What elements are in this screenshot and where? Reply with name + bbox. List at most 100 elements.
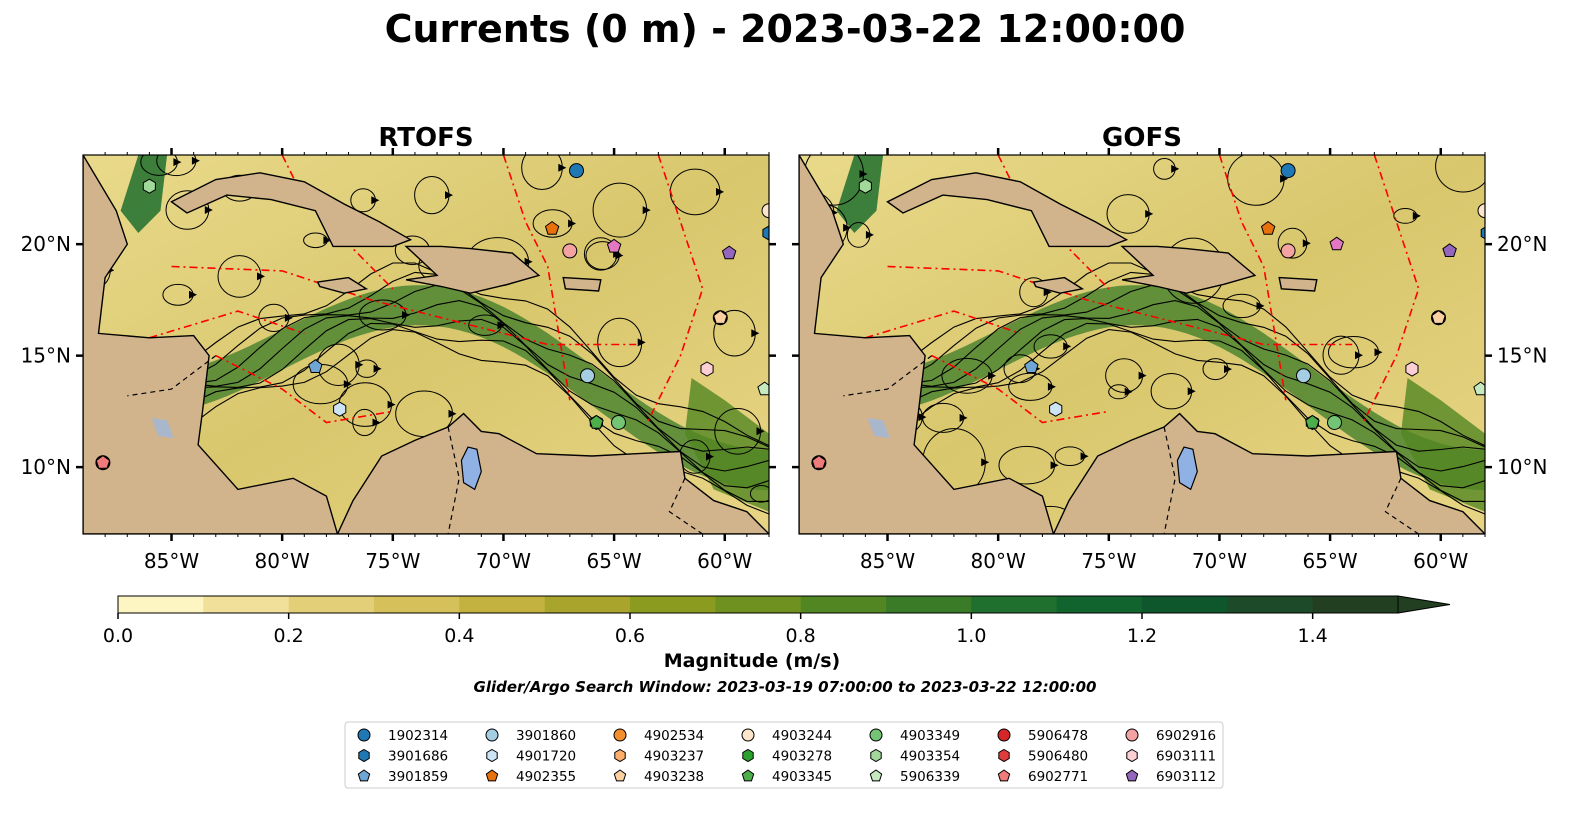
float-marker-4903244: [761, 203, 769, 219]
stream-arrow: [558, 163, 567, 172]
stream-arrow: [1047, 382, 1056, 391]
float-marker-5906339: [1473, 381, 1485, 396]
landmass: [316, 276, 369, 294]
lat-tick-label: 10°N: [21, 455, 71, 479]
stream-arrow: [859, 170, 868, 178]
streamline: [865, 318, 1485, 489]
stream-arrow: [1080, 452, 1089, 461]
legend-label: 5906478: [1028, 728, 1088, 744]
stream-arrow: [373, 364, 382, 373]
stream-arrow: [355, 360, 364, 369]
legend-marker-4902534: [613, 728, 627, 742]
float-marker-4901720: [1049, 401, 1063, 417]
legend-label: 3901859: [388, 769, 448, 785]
eez-line: [865, 310, 1021, 339]
search-window-text: Glider/Argo Search Window: 2023-03-19 07…: [474, 678, 1097, 696]
lat-tick-label: 10°N: [1497, 455, 1547, 479]
float-marker-4902355: [544, 220, 560, 235]
lat-tick-label: 20°N: [1497, 232, 1547, 256]
legend-label: 6903111: [1156, 749, 1216, 765]
legend-marker-3901686: [358, 748, 370, 763]
colorbar-segment: [630, 596, 716, 613]
stream-arrow: [918, 413, 927, 422]
stream-arrow: [959, 413, 968, 422]
legend-marker-4903244: [741, 728, 755, 742]
float-marker-4903349: [611, 415, 626, 430]
legend-marker-4903354: [870, 748, 882, 763]
stream-arrow: [387, 400, 396, 409]
stream-arrow: [768, 489, 769, 498]
float-marker-3901860: [1296, 368, 1311, 384]
country-border: [1384, 478, 1419, 534]
legend-marker-3901860: [485, 728, 499, 742]
float-marker-6903111: [1405, 361, 1419, 377]
axis-ticks-gofs: 85°W 80°W 75°W 70°W 65°W 60°W 20°N 15°N 10°N: [792, 148, 1547, 573]
colorbar-segment: [886, 596, 972, 613]
current-jet: [171, 285, 769, 491]
legend-label: 4901720: [516, 749, 576, 765]
landmass: [1052, 412, 1485, 534]
stream-arrow: [981, 458, 990, 467]
landmass: [336, 412, 769, 534]
legend-marker-4903238: [613, 769, 627, 782]
float-marker-4903238: [713, 310, 728, 324]
eez-line: [1218, 155, 1287, 401]
float-marker-6902916: [1280, 243, 1296, 259]
stream-arrow: [1487, 162, 1495, 170]
float-marker-4903349: [1327, 415, 1342, 430]
legend-marker-4903237: [614, 748, 626, 763]
colorbar-segment: [459, 596, 546, 613]
country-border: [668, 478, 703, 534]
stream-arrow: [988, 371, 997, 380]
eez-line: [931, 354, 1109, 424]
landmass: [1278, 276, 1318, 292]
panel-rtofs: RTOFS 85°W 80°W 75°W 70°W 65°W 60°W 20°N 15°N 10…: [21, 123, 776, 573]
legend-marker-4903349: [869, 728, 883, 742]
lon-tick-label: 75°W: [365, 549, 420, 573]
legend-marker-6903111: [1126, 748, 1138, 763]
colorbar-label: Magnitude (m/s): [664, 650, 841, 672]
float-marker-4903345: [589, 414, 604, 429]
stream-arrow: [1280, 174, 1289, 183]
stream-arrow: [642, 206, 651, 215]
stream-arrow: [323, 236, 332, 245]
land: [799, 155, 1485, 534]
colorbar-segment: [800, 596, 887, 613]
landmass: [799, 155, 1055, 534]
legend-label: 4903345: [772, 769, 832, 785]
float-marker-3901686: [1480, 226, 1485, 240]
stream-arrow: [1256, 301, 1265, 310]
lon-tick-label: 75°W: [1081, 549, 1136, 573]
legend-marker-4901720: [486, 748, 498, 763]
country-border: [127, 355, 217, 397]
stream-arrow: [497, 321, 506, 330]
legend-label: 4902534: [644, 728, 704, 744]
stream-arrow: [343, 380, 352, 389]
stream-arrow: [1355, 351, 1363, 360]
legend-label: 3901686: [388, 749, 448, 765]
stream-arrow: [1374, 348, 1383, 357]
lat-tick-label: 15°N: [1497, 344, 1547, 368]
eez-line: [502, 155, 571, 401]
float-marker-1902314: [569, 163, 584, 179]
legend-label: 4903238: [644, 769, 704, 785]
colorbar-segment: [1142, 596, 1228, 613]
map-rtofs: [83, 155, 769, 534]
legend-label: 5906480: [1028, 749, 1088, 765]
eez-line: [1362, 155, 1420, 423]
legend-label: 4902355: [516, 769, 576, 785]
colorbar-extend-arrow: [1397, 595, 1451, 614]
legend-label: 6902916: [1156, 728, 1216, 744]
colorbar-segment: [1227, 596, 1314, 613]
stream-arrow: [204, 206, 213, 214]
landmass: [170, 172, 413, 248]
stream-arrow: [372, 418, 381, 427]
stream-arrow: [1171, 164, 1180, 173]
float-marker-5906339: [757, 381, 769, 396]
country-border: [843, 355, 933, 397]
legend-label: 4903354: [900, 749, 960, 765]
stream-arrow: [371, 196, 380, 205]
lon-tick-label: 80°W: [255, 549, 310, 573]
lake-maracaibo: [1176, 446, 1198, 491]
lake-nicaragua: [867, 418, 890, 439]
